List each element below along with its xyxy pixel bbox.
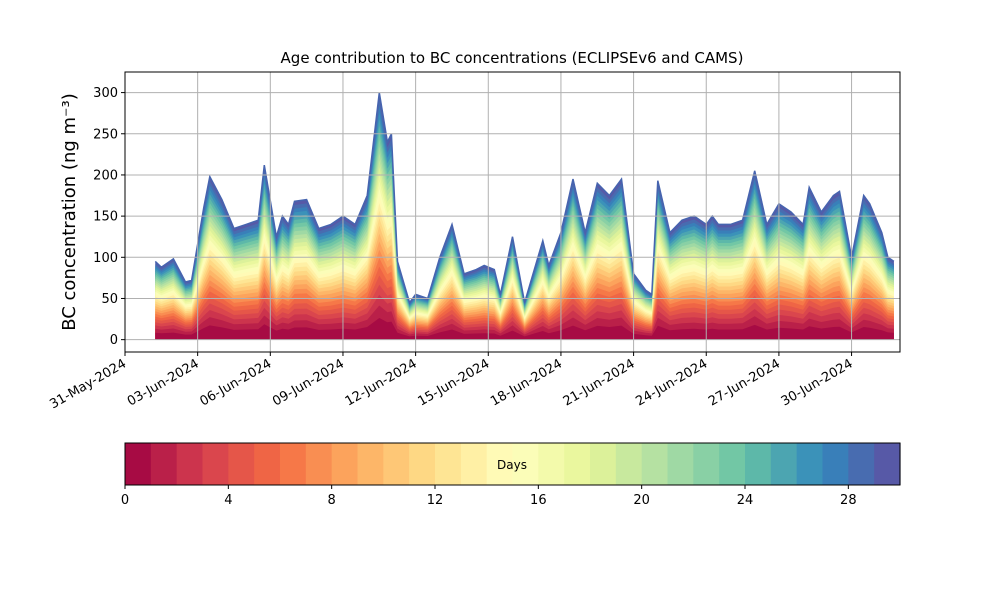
plot-frame bbox=[124, 71, 901, 353]
colorbar-swatch bbox=[305, 443, 333, 485]
y-tick-label: 250 bbox=[93, 127, 118, 142]
colorbar-swatch bbox=[331, 443, 359, 485]
colorbar-swatch bbox=[202, 443, 229, 485]
colorbar-swatch bbox=[590, 443, 617, 485]
colorbar-swatch bbox=[874, 443, 901, 485]
x-tick-label: 03-Jun-2024 bbox=[125, 356, 202, 409]
x-tick-label: 24-Jun-2024 bbox=[633, 356, 710, 409]
colorbar-swatch bbox=[822, 443, 849, 485]
colorbar-swatch bbox=[641, 443, 669, 485]
x-tick-label: 15-Jun-2024 bbox=[415, 356, 492, 409]
colorbar-swatch bbox=[486, 443, 514, 485]
colorbar-swatch bbox=[254, 443, 281, 485]
colorbar-tick-label: 24 bbox=[737, 493, 754, 508]
y-tick-label: 100 bbox=[93, 251, 118, 266]
colorbar-tick-label: 0 bbox=[121, 493, 129, 508]
colorbar-swatch bbox=[564, 443, 591, 485]
colorbar-swatch bbox=[770, 443, 798, 485]
colorbar-label: Days bbox=[497, 458, 527, 472]
colorbar-tick-label: 12 bbox=[427, 493, 444, 508]
y-tick-label: 200 bbox=[93, 168, 118, 183]
colorbar-swatch bbox=[693, 443, 720, 485]
x-tick-label: 27-Jun-2024 bbox=[706, 356, 783, 409]
colorbar-tick-label: 20 bbox=[633, 493, 650, 508]
colorbar-swatch bbox=[228, 443, 255, 485]
colorbar-swatch bbox=[357, 443, 384, 485]
colorbar-tick-label: 8 bbox=[328, 493, 336, 508]
x-tick-label: 31-May-2024 bbox=[47, 356, 129, 412]
colorbar-swatch bbox=[848, 443, 875, 485]
colorbar-frame bbox=[124, 442, 901, 486]
x-tick-label: 12-Jun-2024 bbox=[343, 356, 420, 409]
colorbar-swatch bbox=[460, 443, 488, 485]
y-tick-label: 150 bbox=[93, 210, 118, 225]
total-envelope-line bbox=[154, 92, 895, 305]
plot-area: 0 50 100 150 200 250 300 31-May-202403-Jun-2024… bbox=[47, 71, 901, 412]
y-tick-label: 50 bbox=[101, 292, 118, 307]
colorbar-swatch bbox=[176, 443, 204, 485]
x-tick-label: 30-Jun-2024 bbox=[779, 356, 856, 409]
colorbar-swatch bbox=[796, 443, 824, 485]
colorbar-swatch bbox=[512, 443, 539, 485]
y-axis-label: BC concentration (ng m⁻³) bbox=[59, 93, 80, 331]
colorbar-tick-label: 4 bbox=[224, 493, 232, 508]
colorbar-swatch bbox=[538, 443, 565, 485]
colorbar-swatch bbox=[125, 443, 152, 485]
x-tick-label: 06-Jun-2024 bbox=[197, 356, 274, 409]
colorbar-swatch bbox=[150, 443, 178, 485]
age-bin-area-1 bbox=[155, 318, 894, 340]
chart-title: Age contribution to BC concentrations (E… bbox=[281, 49, 744, 67]
x-tick-label: 09-Jun-2024 bbox=[270, 356, 347, 409]
y-tick-label: 300 bbox=[93, 86, 118, 101]
colorbar-swatch bbox=[719, 443, 746, 485]
colorbar: 0 4 8 12 16 20 24 28 bbox=[121, 442, 901, 508]
colorbar-tick-label: 28 bbox=[840, 493, 857, 508]
colorbar-swatch bbox=[409, 443, 436, 485]
colorbar-swatch bbox=[280, 443, 307, 485]
x-tick-label: 18-Jun-2024 bbox=[488, 356, 565, 409]
y-tick-label: 0 bbox=[110, 333, 118, 348]
colorbar-tick-label: 16 bbox=[530, 493, 547, 508]
colorbar-swatch bbox=[435, 443, 462, 485]
x-tick-label: 21-Jun-2024 bbox=[561, 356, 638, 409]
colorbar-swatch bbox=[383, 443, 410, 485]
colorbar-swatch bbox=[615, 443, 643, 485]
colorbar-swatch bbox=[667, 443, 694, 485]
colorbar-swatch bbox=[745, 443, 772, 485]
